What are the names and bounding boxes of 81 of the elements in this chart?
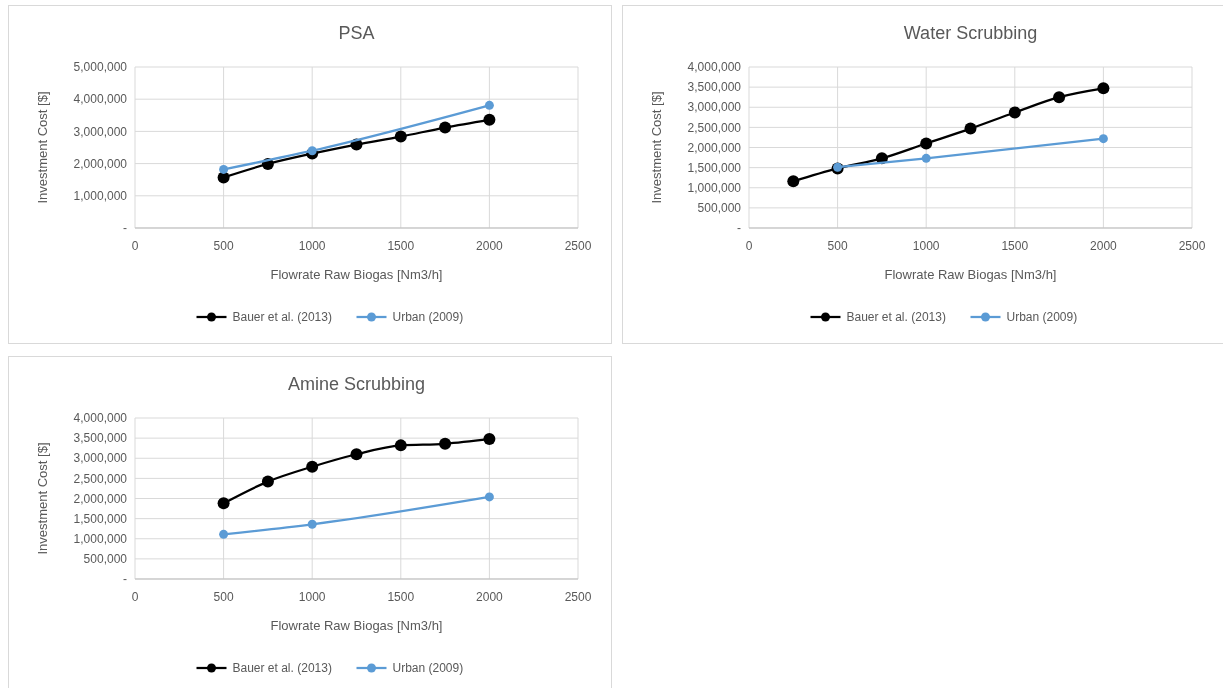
x-tick-label: 1000 xyxy=(298,239,326,253)
point xyxy=(217,497,230,510)
point xyxy=(439,437,452,450)
x-tick-label: 1500 xyxy=(387,590,415,604)
x-tick-label: 2000 xyxy=(476,239,504,253)
y-tick-label: 1,000,000 xyxy=(73,189,128,203)
point xyxy=(439,121,452,134)
point xyxy=(484,492,494,502)
point xyxy=(394,130,407,143)
x-axis-title: Flowrate Raw Biogas [Nm3/h] xyxy=(270,618,443,633)
y-tick-label: 1,500,000 xyxy=(687,160,742,175)
x-tick-label: 2500 xyxy=(564,590,592,604)
y-tick-label: 2,000,000 xyxy=(687,140,742,155)
point xyxy=(350,448,363,461)
point xyxy=(920,137,933,150)
y-tick-label: 1,500,000 xyxy=(73,511,128,526)
x-tick-label: 500 xyxy=(213,590,234,604)
x-tick-label: 2500 xyxy=(564,239,592,253)
y-tick-label: 3,000,000 xyxy=(73,451,128,466)
x-tick-label: 1500 xyxy=(387,239,415,253)
y-tick-label: - xyxy=(737,221,741,236)
point xyxy=(787,175,800,188)
point xyxy=(1053,91,1066,104)
legend-label: Urban (2009) xyxy=(1006,310,1078,325)
y-tick-label: 500,000 xyxy=(697,201,742,216)
chart-title: Water Scrubbing xyxy=(903,23,1038,43)
x-tick-label: 0 xyxy=(131,590,139,604)
point xyxy=(261,475,274,488)
x-tick-label: 0 xyxy=(131,239,139,253)
point xyxy=(921,153,931,163)
y-tick-label: - xyxy=(123,572,127,587)
x-tick-label: 1500 xyxy=(1001,239,1029,253)
x-tick-label: 2000 xyxy=(476,590,504,604)
point xyxy=(1008,106,1021,119)
x-tick-label: 1000 xyxy=(298,590,326,604)
point xyxy=(219,529,229,539)
point xyxy=(1098,134,1108,144)
y-tick-label: 2,500,000 xyxy=(687,120,742,135)
point xyxy=(484,100,494,110)
y-tick-label: 2,000,000 xyxy=(73,156,128,171)
x-tick-label: 500 xyxy=(213,239,234,253)
point xyxy=(394,439,407,452)
legend-label: Bauer et al. (2013) xyxy=(846,310,946,325)
point xyxy=(307,519,317,529)
y-tick-label: 2,000,000 xyxy=(73,491,128,506)
point xyxy=(483,432,496,445)
x-axis-title: Flowrate Raw Biogas [Nm3/h] xyxy=(270,267,443,282)
point xyxy=(307,146,317,156)
y-tick-label: 5,000,000 xyxy=(73,60,128,75)
x-tick-label: 0 xyxy=(745,239,753,253)
point xyxy=(964,122,977,135)
y-tick-label: 1,000,000 xyxy=(73,531,128,546)
legend-label: Urban (2009) xyxy=(392,310,464,325)
y-tick-label: 500,000 xyxy=(83,552,128,567)
y-tick-label: 3,500,000 xyxy=(73,431,128,446)
y-tick-label: 4,000,000 xyxy=(73,92,128,107)
chart-title: Amine Scrubbing xyxy=(287,374,426,394)
y-axis-title: Investment Cost [$] xyxy=(649,91,664,204)
point xyxy=(1097,82,1110,95)
y-tick-label: 3,500,000 xyxy=(687,80,742,95)
y-tick-label: 3,000,000 xyxy=(687,100,742,115)
point xyxy=(306,460,319,473)
x-axis-title: Flowrate Raw Biogas [Nm3/h] xyxy=(884,267,1057,282)
y-tick-label: 3,000,000 xyxy=(73,124,128,139)
legend-label: Bauer et al. (2013) xyxy=(232,661,332,676)
chart-title: PSA xyxy=(338,23,375,43)
x-tick-label: 2500 xyxy=(1178,239,1206,253)
y-axis-title: Investment Cost [$] xyxy=(35,91,50,204)
legend-label: Urban (2009) xyxy=(392,661,464,676)
point xyxy=(219,164,229,174)
x-tick-label: 500 xyxy=(827,239,848,253)
legend-label: Bauer et al. (2013) xyxy=(232,310,332,325)
y-tick-label: 1,000,000 xyxy=(687,180,742,195)
y-tick-label: 4,000,000 xyxy=(687,60,742,75)
y-axis-title: Investment Cost [$] xyxy=(35,442,50,555)
y-tick-label: - xyxy=(123,221,127,236)
point xyxy=(483,113,496,126)
x-tick-label: 2000 xyxy=(1090,239,1118,253)
x-tick-label: 1000 xyxy=(912,239,940,253)
y-tick-label: 2,500,000 xyxy=(73,471,128,486)
y-tick-label: 4,000,000 xyxy=(73,411,128,426)
